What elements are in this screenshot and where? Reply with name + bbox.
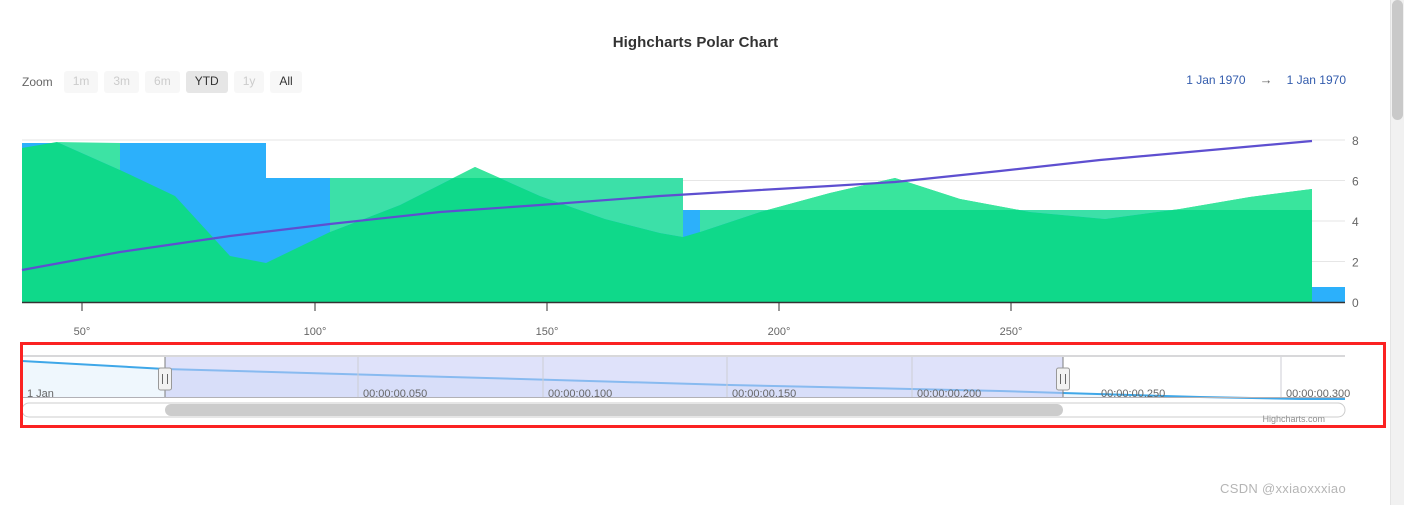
x-tick-label-3: 200° (768, 326, 791, 338)
navigator-label-4: 00:00:00.200 (917, 388, 981, 400)
range-button-6m[interactable]: 6m (145, 71, 180, 93)
range-selector: Zoom 1m 3m 6m YTD 1y All (22, 70, 302, 94)
range-button-3m[interactable]: 3m (104, 71, 140, 93)
y-tick-label-4: 4 (1352, 215, 1359, 229)
x-tick-label-1: 100° (304, 326, 327, 338)
csdn-watermark: CSDN @xxiaoxxxiao (1220, 481, 1346, 496)
range-input-arrow-icon: → (1259, 72, 1273, 87)
plot-area-wrapper: 50° 100° 150° 200° 250° 8 6 4 2 0 (21, 134, 1359, 418)
navigator-label-6: 00:00:00.300 (1286, 388, 1350, 400)
y-tick-label-2: 2 (1352, 256, 1359, 270)
y-tick-label-6: 6 (1352, 175, 1359, 189)
range-input-to[interactable]: 1 Jan 1970 (1286, 72, 1346, 87)
y-axis-labels: 8 6 4 2 0 (1352, 134, 1359, 310)
range-input-from[interactable]: 1 Jan 1970 (1186, 72, 1246, 87)
navigator-selection-mask (165, 357, 1063, 397)
navigator-handle-right (1056, 357, 1070, 397)
range-button-all[interactable]: All (270, 71, 302, 93)
navigator-label-1: 00:00:00.050 (363, 388, 427, 400)
series-line-purple (21, 139, 1313, 272)
x-tick-label-2: 150° (536, 326, 559, 338)
range-input-group: 1 Jan 1970 → 1 Jan 1970 (1186, 72, 1346, 87)
navigator-label-2: 00:00:00.100 (548, 388, 612, 400)
navigator-handle-left (158, 357, 172, 397)
navigator-label-3: 00:00:00.150 (732, 388, 796, 400)
x-axis-ticks (81, 302, 1012, 311)
range-button-ytd[interactable]: YTD (185, 71, 228, 93)
chart-title: Highcharts Polar Chart (612, 34, 779, 51)
highcharts-container: Highcharts Polar Chart Zoom 1m 3m 6m YTD… (20, 34, 1386, 428)
page-scrollbar-thumb[interactable] (1392, 0, 1403, 120)
page-scrollbar[interactable] (1390, 0, 1404, 505)
column-overflow-block (1312, 287, 1345, 302)
navigator-label-5: 00:00:00.250 (1101, 388, 1165, 400)
x-tick-label-4: 250° (1000, 326, 1023, 338)
range-button-1y[interactable]: 1y (233, 71, 265, 93)
x-axis-labels: 50° 100° 150° 200° 250° (74, 326, 1023, 338)
series-area-green (22, 142, 1312, 302)
navigator-scrollbar (21, 402, 1346, 418)
navigator-label-0: 1 Jan (27, 388, 54, 400)
scrollbar-thumb (165, 404, 1063, 416)
x-tick-label-0: 50° (74, 326, 91, 338)
y-tick-label-0: 0 (1352, 296, 1359, 310)
range-button-1m[interactable]: 1m (63, 71, 99, 93)
highcharts-credits[interactable]: Highcharts.com (1262, 414, 1325, 424)
y-tick-label-8: 8 (1352, 134, 1359, 148)
navigator: 1 Jan 00:00:00.050 00:00:00.100 00:00:00… (21, 355, 1350, 418)
range-selector-label: Zoom (22, 75, 53, 89)
